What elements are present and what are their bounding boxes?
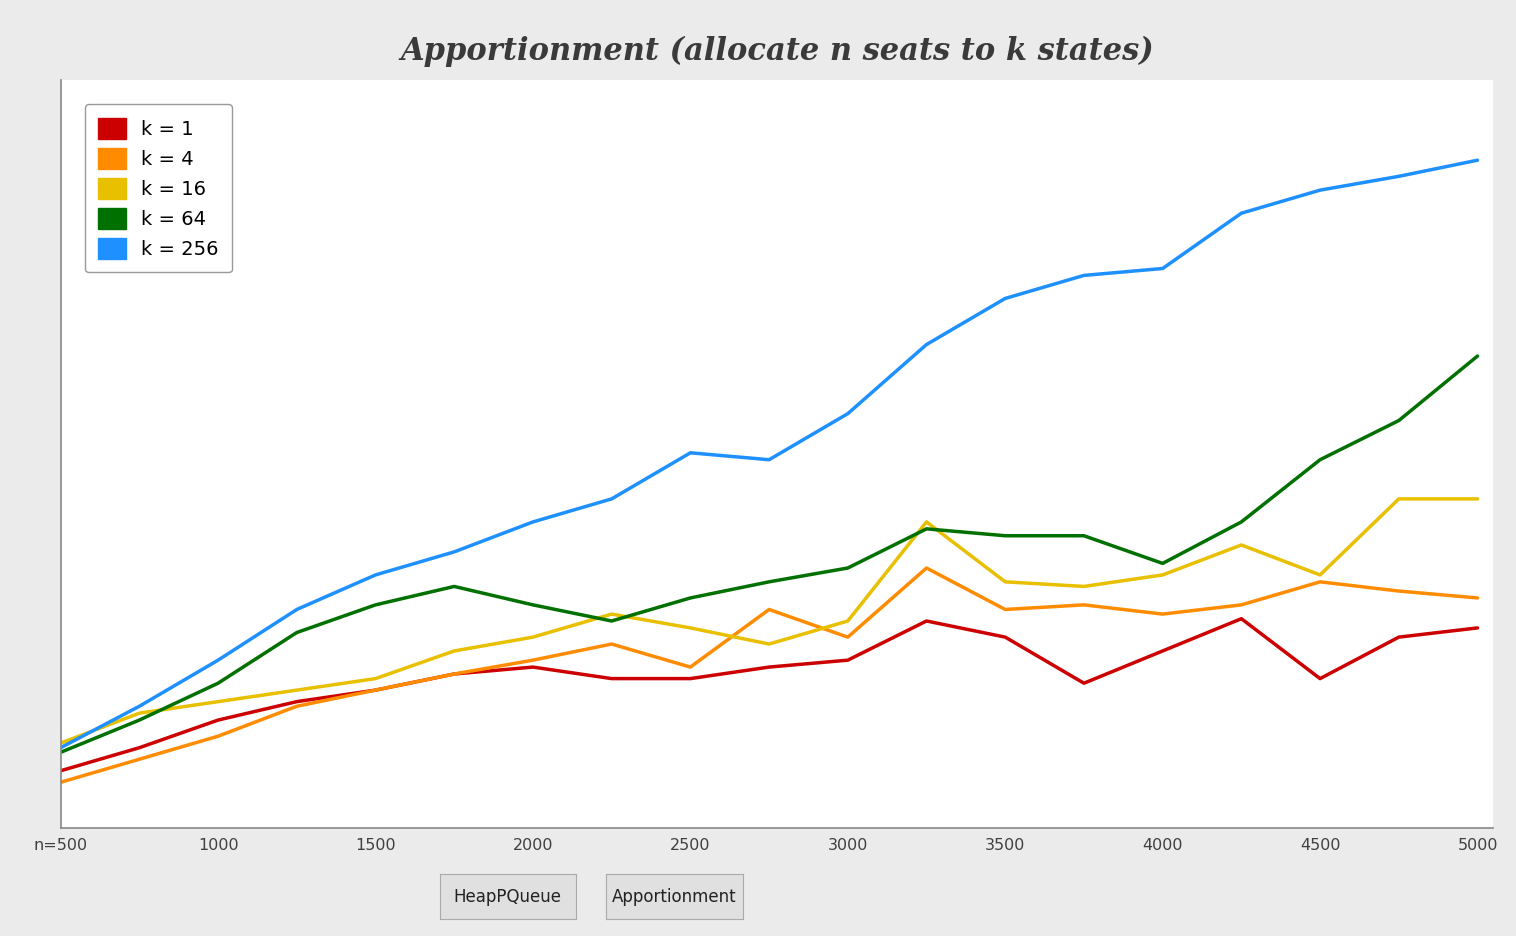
Legend: k = 1, k = 4, k = 16, k = 64, k = 256: k = 1, k = 4, k = 16, k = 64, k = 256 <box>85 104 232 272</box>
Text: Apportionment: Apportionment <box>612 887 737 906</box>
Text: HeapPQueue: HeapPQueue <box>453 887 562 906</box>
Title: Apportionment (allocate n seats to k states): Apportionment (allocate n seats to k sta… <box>400 36 1154 67</box>
